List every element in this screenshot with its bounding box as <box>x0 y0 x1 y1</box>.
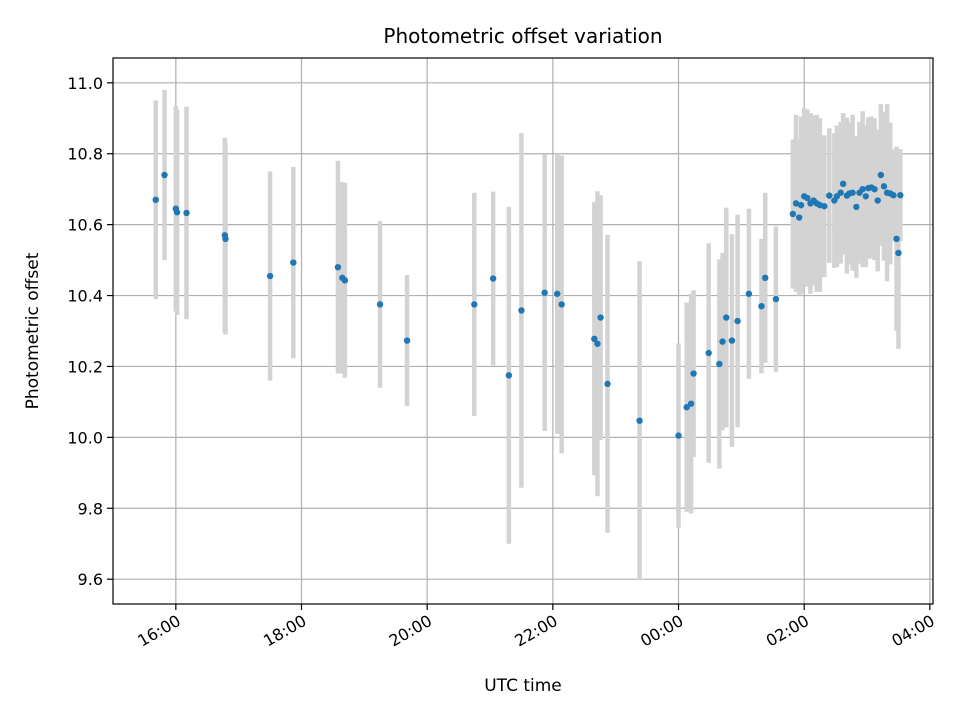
data-points <box>152 171 904 439</box>
data-point <box>792 200 800 207</box>
data-point <box>683 404 690 411</box>
data-point <box>183 209 190 217</box>
data-point <box>874 197 881 204</box>
data-point <box>541 289 548 296</box>
data-point <box>837 189 844 196</box>
data-point <box>789 210 797 218</box>
data-point <box>597 314 604 321</box>
data-point <box>152 196 159 204</box>
data-point <box>762 274 769 282</box>
data-point <box>804 194 811 202</box>
data-point <box>772 295 780 303</box>
y-tick-label: 9.6 <box>78 570 103 589</box>
y-tick-label: 11.0 <box>67 74 103 93</box>
x-axis-label: UTC time <box>484 676 562 696</box>
y-tick-label: 10.4 <box>67 287 103 306</box>
y-tick-label: 9.8 <box>78 499 103 518</box>
data-point <box>222 235 229 243</box>
data-point <box>489 275 497 282</box>
data-point <box>877 171 885 179</box>
data-point <box>797 201 805 209</box>
data-point <box>705 349 712 357</box>
data-point <box>558 301 565 308</box>
data-point <box>897 192 904 199</box>
data-point <box>341 277 349 284</box>
data-point <box>334 263 342 271</box>
data-point <box>161 171 168 179</box>
data-point <box>728 337 736 344</box>
y-tick-label: 10.8 <box>67 145 103 164</box>
data-point <box>734 317 741 325</box>
data-point <box>795 214 803 221</box>
data-point <box>880 183 888 190</box>
data-point <box>871 185 878 193</box>
data-point <box>893 235 900 243</box>
data-point <box>505 372 513 379</box>
chart-title: Photometric offset variation <box>383 24 662 48</box>
data-point <box>376 301 384 308</box>
data-point <box>173 209 181 216</box>
y-tick-label: 10.2 <box>67 357 103 376</box>
data-point <box>591 335 598 342</box>
data-point <box>853 203 860 211</box>
data-point <box>890 192 897 199</box>
data-point <box>723 314 730 321</box>
data-point <box>745 290 753 297</box>
data-point <box>687 400 695 407</box>
y-axis-label: Photometric offset <box>23 252 43 409</box>
data-point <box>690 370 697 377</box>
data-point <box>594 340 601 347</box>
data-point <box>604 380 611 388</box>
plot-frame <box>112 57 934 605</box>
data-point <box>821 203 828 210</box>
data-point <box>266 272 274 280</box>
data-point <box>895 249 902 257</box>
data-point <box>758 302 765 310</box>
data-point <box>636 417 643 424</box>
data-point <box>716 360 723 368</box>
data-point <box>849 189 856 196</box>
data-point <box>719 338 726 345</box>
data-point <box>403 337 411 344</box>
data-point <box>862 193 869 200</box>
data-point <box>839 180 847 188</box>
y-tick-label: 10.6 <box>67 216 103 235</box>
y-tick-label: 10.0 <box>67 428 103 447</box>
data-point <box>471 301 478 308</box>
data-point <box>826 192 833 199</box>
data-point <box>290 259 297 266</box>
data-point <box>554 290 561 297</box>
data-point <box>859 185 866 193</box>
y-axis: 9.6 9.8 10.0 10.2 10.4 10.6 10.8 11.0 <box>67 74 113 589</box>
data-point <box>518 307 525 314</box>
data-point <box>675 432 682 439</box>
